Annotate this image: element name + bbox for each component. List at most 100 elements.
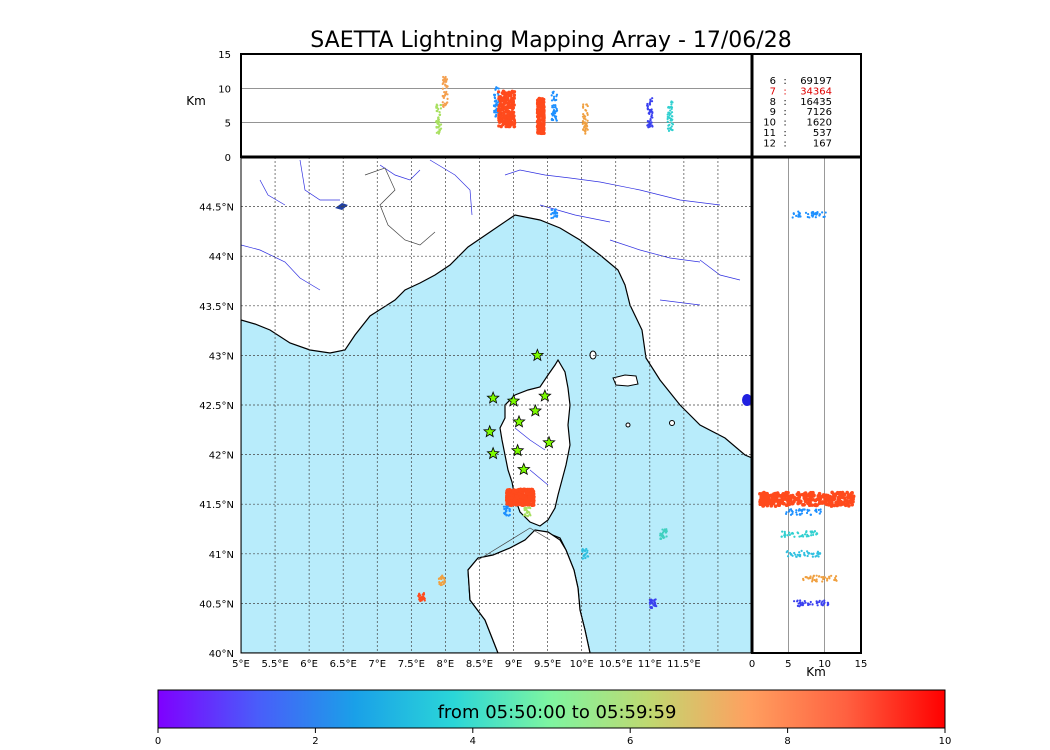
- map-source-point: [503, 507, 506, 511]
- latitude-altitude-panel: 0 5 10 15 Km: [749, 156, 868, 679]
- map-source-point: [530, 487, 535, 492]
- latitude-altitude-source-point: [803, 553, 806, 556]
- latitude-altitude-source-point: [843, 496, 847, 500]
- altitude-source-point: [445, 80, 448, 83]
- map-source-point: [520, 499, 524, 503]
- altitude-source-point: [667, 116, 671, 119]
- altitude-source-point: [510, 110, 514, 114]
- latitude-altitude-source-point: [832, 503, 837, 508]
- latitude-altitude-source-point: [815, 578, 818, 581]
- altitude-source-cluster: [535, 96, 546, 136]
- altitude-source-point: [500, 107, 505, 112]
- altitude-source-point: [669, 119, 672, 122]
- altitude-source-cluster: [496, 89, 517, 129]
- latitude-altitude-source-point: [791, 512, 794, 515]
- latitude-altitude-source-point: [816, 604, 819, 607]
- latitude-altitude-source-point: [810, 552, 813, 555]
- latitude-altitude-source-point: [807, 212, 810, 216]
- altitude-source-point: [437, 132, 440, 135]
- latitude-altitude-source-point: [798, 513, 801, 516]
- map-source-point: [507, 488, 512, 493]
- altitude-source-point: [443, 102, 446, 105]
- map-source-point: [420, 599, 423, 602]
- map-source-point: [418, 596, 421, 599]
- map-source-point: [523, 506, 526, 510]
- altitude-source-point: [495, 86, 499, 90]
- latitude-altitude-source-point: [798, 535, 801, 538]
- map-source-point: [653, 603, 656, 607]
- altitude-tick-label: 5: [225, 119, 231, 130]
- latitude-altitude-source-point: [813, 530, 816, 533]
- latitude-tick-label: 40°N: [209, 649, 234, 660]
- altitude-source-cluster: [581, 103, 589, 135]
- latitude-altitude-source-point: [808, 603, 811, 606]
- latitude-altitude-source-point: [765, 493, 770, 498]
- source-count-value: 34364: [800, 86, 832, 97]
- altitude-source-point: [536, 119, 540, 123]
- latitude-altitude-source-point: [851, 494, 856, 499]
- map-source-point: [440, 583, 443, 587]
- latitude-altitude-source-point: [835, 490, 840, 495]
- altitude-sources: [435, 75, 675, 136]
- map-source-point: [584, 556, 587, 560]
- altitude-source-point: [582, 103, 585, 106]
- map-source-point: [507, 514, 510, 517]
- longitude-tick-label: 7°E: [368, 659, 386, 670]
- latitude-altitude-source-point: [815, 533, 818, 536]
- altitude-source-point: [648, 124, 651, 127]
- altitude-source-point: [512, 96, 516, 100]
- latitude-altitude-source-point: [809, 513, 813, 516]
- map-source-point: [661, 528, 664, 531]
- latitude-altitude-source-point: [812, 531, 815, 534]
- altitude-source-point: [439, 127, 443, 130]
- altitude-source-point: [540, 129, 544, 133]
- map-source-point: [655, 605, 658, 608]
- altitude-source-point: [503, 115, 507, 119]
- count-separator: :: [783, 86, 786, 97]
- altitude-x-tick-labels: 0 5 10 15: [749, 659, 868, 670]
- altitude-source-point: [509, 98, 513, 103]
- altitude-source-point: [550, 99, 554, 102]
- latitude-altitude-source-point: [801, 602, 804, 605]
- latitude-altitude-source-point: [826, 604, 829, 607]
- latitude-altitude-source-point: [809, 576, 812, 580]
- altitude-source-point: [648, 103, 652, 106]
- latitude-altitude-source-point: [803, 499, 808, 504]
- latitude-altitude-source-point: [784, 512, 788, 516]
- altitude-source-point: [671, 115, 674, 118]
- station-star-icon: [512, 414, 526, 428]
- map-source-point: [551, 216, 555, 219]
- altitude-source-point: [550, 112, 553, 115]
- map-source-point: [526, 509, 529, 512]
- altitude-source-point: [666, 113, 669, 116]
- latitude-altitude-source-point: [765, 503, 770, 508]
- altitude-source-point: [439, 107, 443, 110]
- colorbar-tick-labels: 0 2 4 6 8 10: [155, 728, 951, 747]
- latitude-altitude-source-point: [810, 214, 813, 217]
- latitude-altitude-source-point: [844, 499, 848, 503]
- map-source-point: [422, 596, 426, 599]
- latitude-altitude-source-point: [847, 504, 851, 508]
- altitude-source-point: [511, 104, 515, 109]
- altitude-source-point: [536, 130, 540, 134]
- latitude-altitude-source-point: [788, 510, 791, 513]
- altitude-source-point: [646, 104, 649, 107]
- map-source-point: [420, 596, 423, 599]
- latitude-altitude-source-point: [787, 496, 792, 500]
- latitude-altitude-source-point: [807, 552, 810, 555]
- altitude-source-point: [651, 111, 654, 114]
- map-source-point: [528, 513, 531, 516]
- altitude-source-point: [647, 126, 650, 129]
- map-source-point: [554, 208, 557, 211]
- latitude-altitude-source-point: [788, 499, 793, 503]
- altitude-source-point: [441, 101, 444, 104]
- altitude-source-point: [506, 113, 510, 117]
- latitude-tick-label: 40.5°N: [199, 599, 234, 610]
- latitude-altitude-source-point: [802, 496, 807, 501]
- altitude-source-point: [583, 126, 586, 129]
- altitude-x-tick-label: 0: [749, 659, 755, 670]
- altitude-source-point: [508, 91, 513, 96]
- map-source-point: [519, 494, 523, 499]
- longitude-tick-label: 10°E: [570, 659, 594, 670]
- latitude-altitude-source-point: [786, 534, 789, 537]
